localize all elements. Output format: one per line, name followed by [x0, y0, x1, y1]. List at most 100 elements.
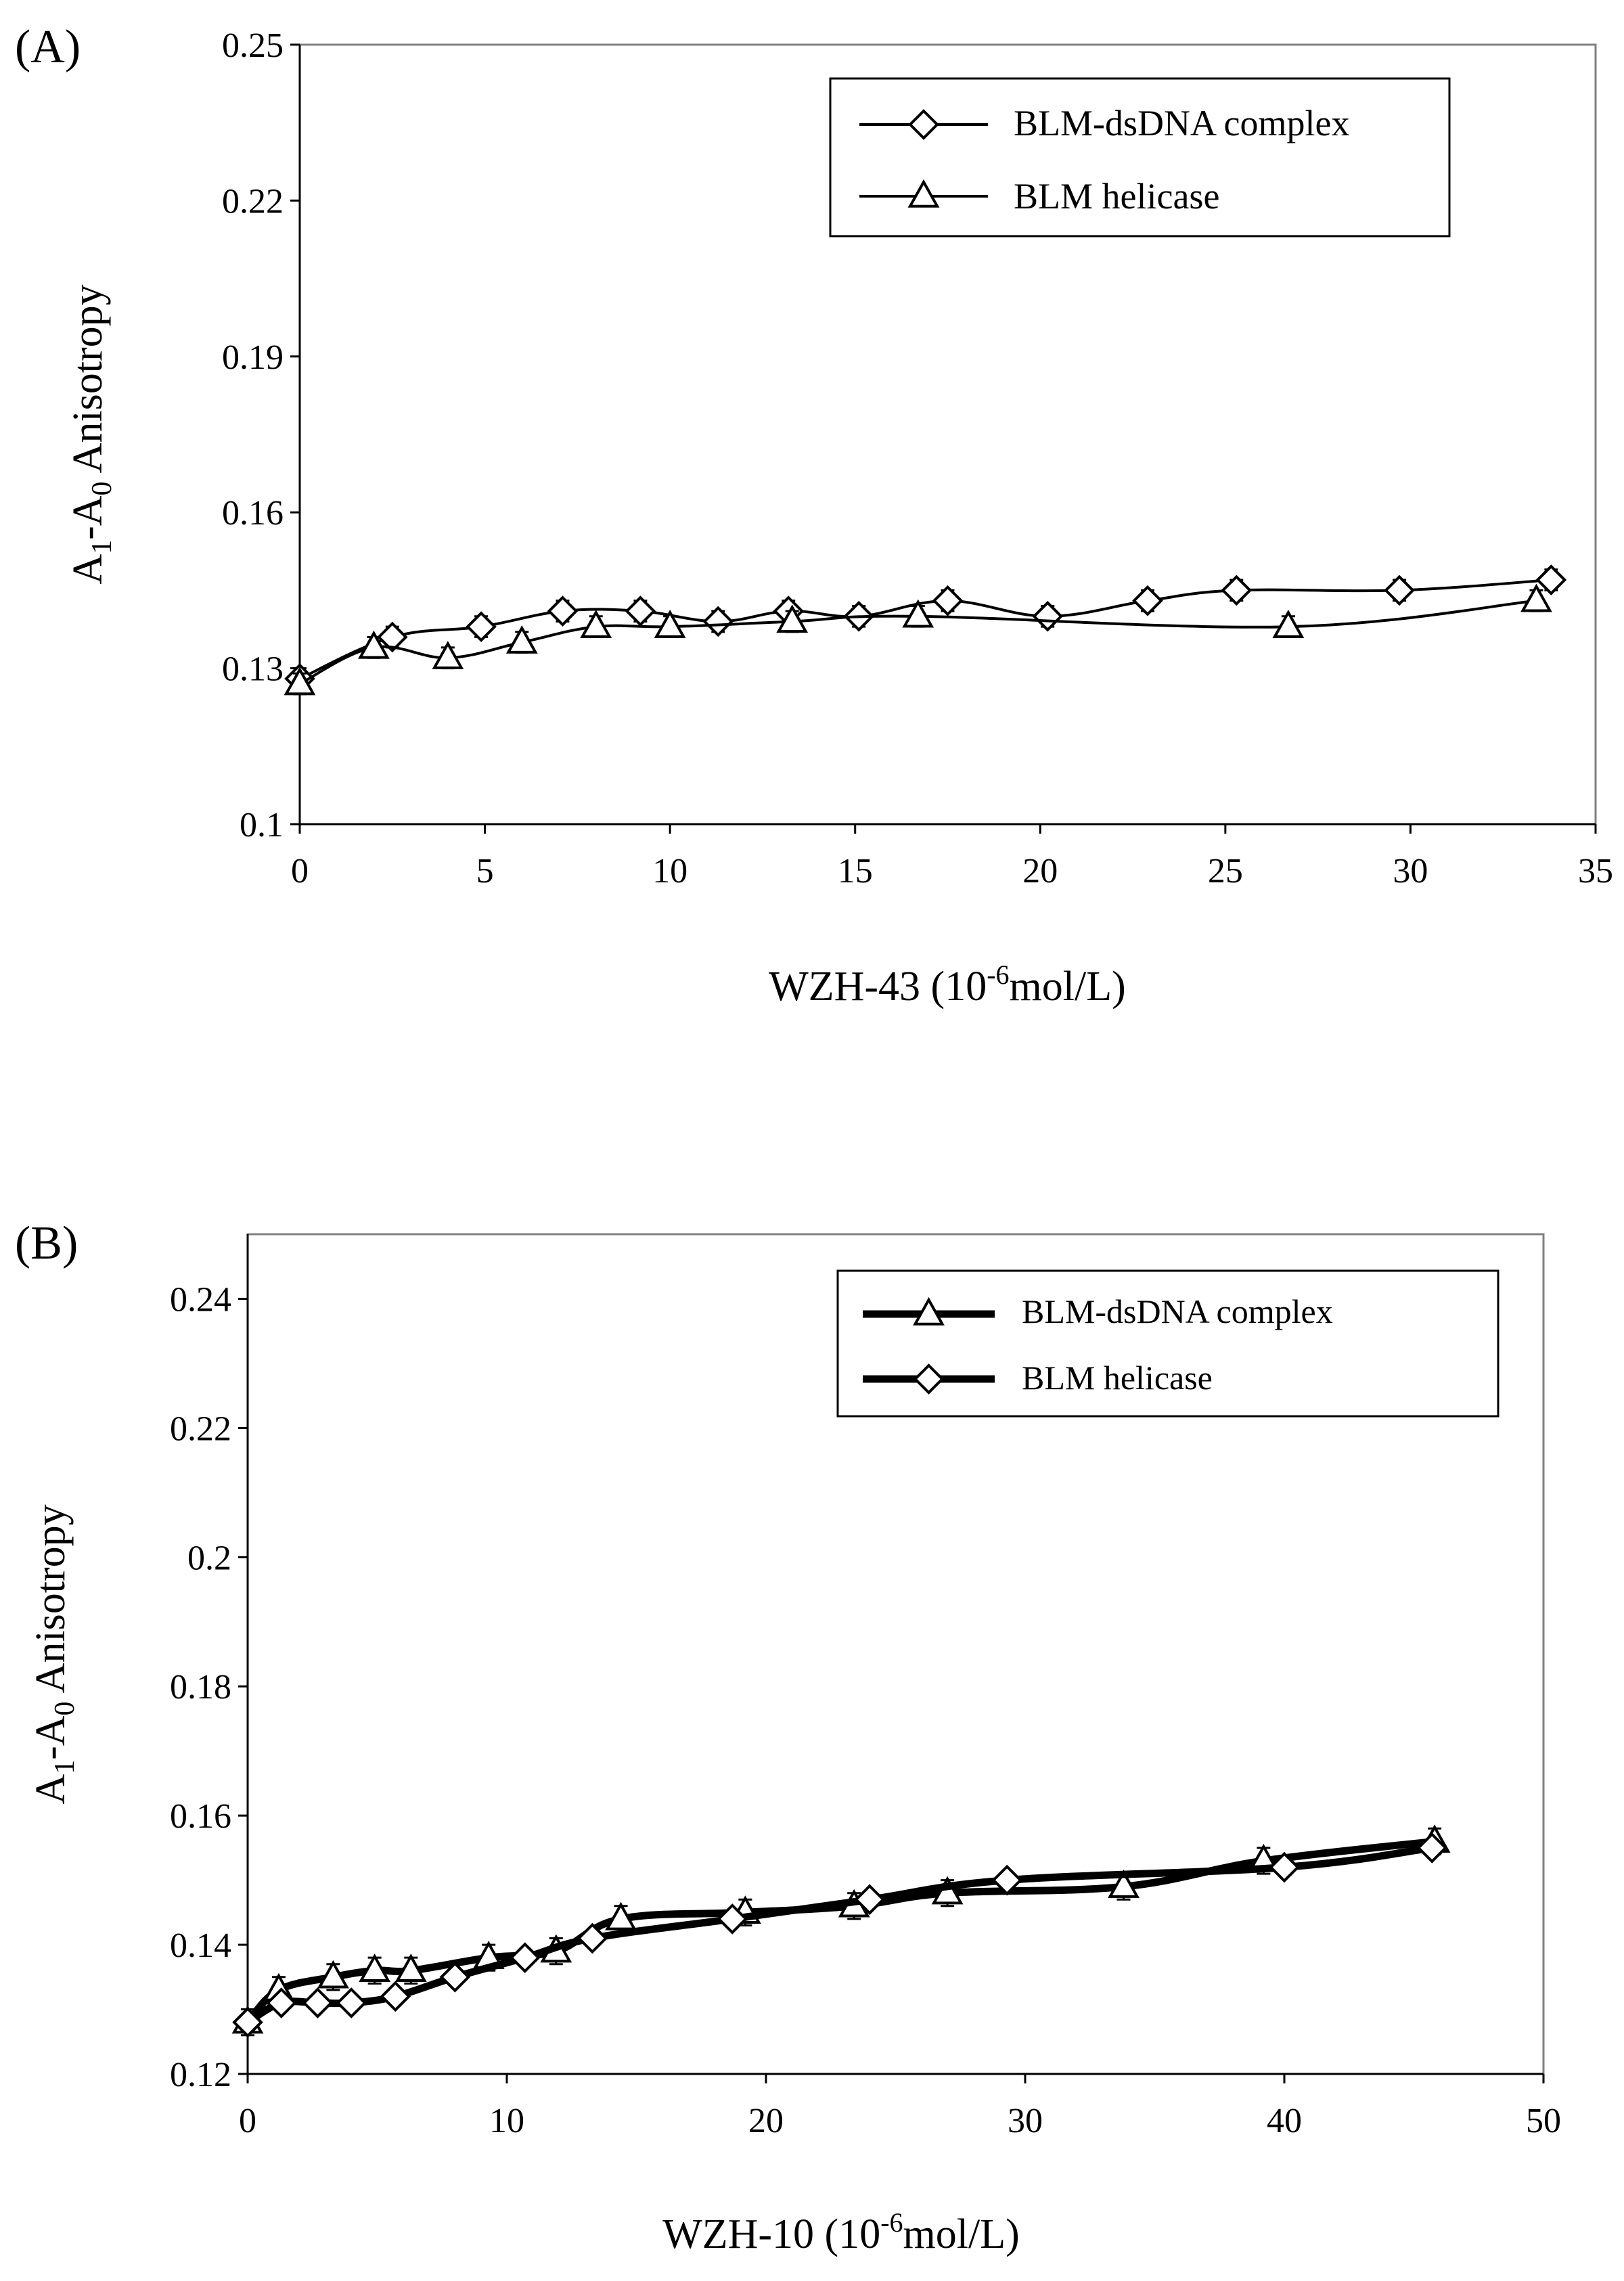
legend-marker-diamond — [908, 109, 939, 140]
xlabel-a-sup: -6 — [987, 959, 1009, 990]
series-b-2 — [232, 1832, 1448, 2038]
x-tick-label-a: 0 — [291, 852, 309, 890]
x-tick-label-a: 20 — [1022, 852, 1058, 890]
y-axis-title-b: A1-A0 Anisotropy — [28, 1504, 81, 1804]
legend-box-a — [829, 77, 1451, 238]
data-point-diamond — [466, 611, 497, 642]
ylabel-a-letter: A — [65, 554, 111, 585]
data-point-triangle — [317, 1960, 349, 1989]
ylabel-b-mid: -A — [28, 1715, 74, 1760]
legend-b: BLM-dsDNA complex BLM helicase — [836, 1269, 1499, 1418]
x-tick-label-b: 10 — [489, 2102, 524, 2140]
xlabel-b-prefix: WZH-10 (10 — [662, 2211, 880, 2257]
legend-b-label-1: BLM-dsDNA complex — [1022, 1292, 1333, 1330]
legend-a-line-1 — [859, 109, 988, 140]
x-axis-title-b: WZH-10 (10-6mol/L) — [662, 2207, 1020, 2257]
legend-a-label-2: BLM helicase — [1014, 176, 1219, 217]
x-tick-label-b: 30 — [1008, 2102, 1043, 2140]
x-axis-title-a: WZH-43 (10-6mol/L) — [769, 959, 1126, 1010]
data-point-diamond — [1032, 600, 1064, 632]
panel-label-b: (B) — [15, 1217, 78, 1269]
data-point-diamond — [577, 1922, 608, 1954]
x-tick-label-b: 50 — [1526, 2102, 1561, 2140]
data-point-diamond — [547, 595, 579, 627]
data-point-triangle — [654, 610, 686, 638]
x-tick-label-a: 35 — [1578, 852, 1613, 890]
data-point-triangle — [605, 1901, 637, 1930]
series-b-1 — [231, 1824, 1451, 2037]
data-point-triangle — [432, 641, 464, 669]
ylabel-a-rest: Anisotropy — [65, 284, 111, 481]
legend-a-line-2 — [859, 179, 988, 208]
data-point-triangle — [580, 610, 612, 638]
data-point-diamond — [336, 1987, 367, 2018]
ylabel-a-mid: -A — [65, 495, 111, 540]
y-tick-label-a: 0.25 — [222, 26, 284, 65]
data-point-diamond — [625, 595, 656, 627]
series-group-b — [231, 1824, 1451, 2038]
legend-b-line-1 — [863, 1296, 995, 1326]
ylabel-a-sub2: 0 — [87, 481, 118, 495]
ylabel-a-sub1: 1 — [87, 540, 118, 554]
series-line-a-2 — [299, 599, 1537, 685]
y-tick-label-b: 0.18 — [170, 1668, 231, 1707]
data-point-diamond — [232, 2006, 263, 2038]
data-point-triangle — [776, 604, 809, 633]
y-axis-title-a: A1-A0 Anisotropy — [65, 284, 118, 584]
data-point-diamond — [439, 1961, 471, 1993]
data-point-diamond — [702, 606, 734, 637]
data-point-triangle — [394, 1953, 427, 1982]
y-tick-label-b: 0.2 — [187, 1539, 231, 1577]
data-point-triangle — [902, 599, 934, 628]
series-a-1 — [284, 564, 1567, 694]
x-tick-label-a: 10 — [652, 852, 687, 890]
legend-marker-triangle — [913, 1296, 945, 1326]
x-tick-label-b: 0 — [239, 2102, 256, 2140]
x-tick-label-a: 30 — [1393, 852, 1428, 890]
data-point-diamond — [854, 1884, 886, 1916]
y-ticks-a: 0.1 0.13 0.16 0.19 0.22 0.25 — [222, 26, 300, 844]
y-tick-label-a: 0.1 — [240, 806, 284, 844]
y-tick-label-a: 0.13 — [222, 650, 284, 689]
legend-marker-diamond — [913, 1363, 945, 1395]
legend-a: BLM-dsDNA complex BLM helicase — [829, 77, 1451, 238]
legend-box-b — [836, 1269, 1499, 1418]
legend-marker-triangle — [907, 179, 940, 208]
y-tick-label-a: 0.16 — [222, 494, 284, 533]
data-point-diamond — [1269, 1851, 1300, 1883]
y-tick-label-a: 0.19 — [222, 338, 284, 377]
data-point-diamond — [376, 621, 408, 653]
series-line-b-2 — [246, 1844, 1433, 2026]
legend-b-label-2: BLM helicase — [1022, 1359, 1213, 1397]
legend-b-line-2 — [863, 1363, 995, 1395]
x-tick-label-a: 5 — [476, 852, 494, 890]
panel-label-a: (A) — [15, 21, 81, 73]
y-ticks-b: 0.12 0.14 0.16 0.18 0.2 0.22 0.24 — [170, 1280, 248, 2094]
data-point-diamond — [1132, 585, 1163, 616]
y-tick-label-b: 0.16 — [170, 1797, 231, 1836]
ylabel-b-rest: Anisotropy — [28, 1504, 74, 1701]
data-point-diamond — [1384, 574, 1415, 606]
data-point-diamond — [380, 1981, 411, 2012]
xlabel-a-suffix: mol/L) — [1010, 964, 1126, 1010]
data-point-diamond — [302, 1987, 334, 2018]
data-point-diamond — [1416, 1832, 1448, 1864]
xlabel-b-sup: -6 — [880, 2207, 903, 2238]
x-tick-label-b: 40 — [1267, 2102, 1302, 2140]
y-tick-label-b: 0.14 — [170, 1926, 231, 1965]
ylabel-b-sub2: 0 — [49, 1701, 81, 1715]
data-point-diamond — [1221, 574, 1253, 606]
chart-panel-b: (B) 0.120.140.160.180.20.220.24 0 10 20 30 4… — [15, 1217, 1561, 2257]
data-point-diamond — [1535, 564, 1567, 595]
x-ticks-b: 0 10 20 30 40 50 — [239, 2074, 1561, 2140]
data-point-diamond — [265, 1987, 297, 2018]
data-point-diamond — [932, 585, 964, 616]
data-point-triangle — [505, 625, 538, 654]
chart-panel-a: (A) 0.10.130.160.190.220.25 0 5 10 15 20 25 30… — [15, 21, 1613, 1010]
data-point-triangle — [1520, 583, 1552, 612]
xlabel-b-suffix: mol/L) — [903, 2211, 1020, 2257]
legend-a-label-1: BLM-dsDNA complex — [1014, 103, 1349, 143]
y-tick-label-a: 0.22 — [222, 182, 284, 221]
series-group-a — [284, 564, 1567, 696]
